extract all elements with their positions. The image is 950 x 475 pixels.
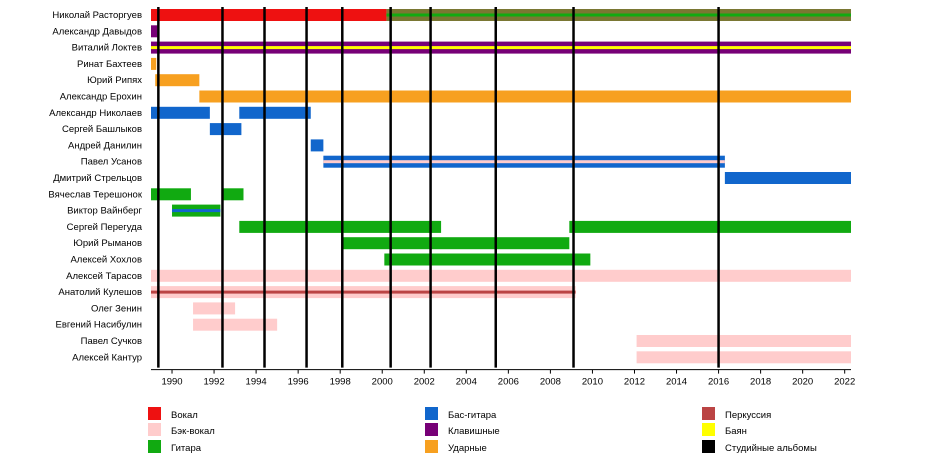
member-bar-drums: [151, 57, 157, 70]
x-tick-label: 2008: [540, 377, 561, 388]
member-bar-bass: [239, 106, 311, 119]
member-label: Николай Расторгуев: [52, 10, 142, 21]
legend-label-backvocal: Бэк-вокал: [171, 426, 215, 437]
member-label: Евгений Насибулин: [56, 320, 143, 331]
member-bar-keys: [151, 25, 158, 38]
legend-label-guitar: Гитара: [171, 443, 202, 454]
member-bar-overlay-backvocal: [323, 160, 725, 164]
legend-swatch-albums: [702, 440, 715, 453]
legend-swatch-bass: [425, 407, 438, 420]
member-label: Виталий Локтев: [72, 43, 142, 54]
x-tick-label: 1992: [203, 377, 224, 388]
legend-label-percussion: Перкуссия: [725, 410, 771, 421]
member-bar-bass: [209, 123, 242, 136]
member-label: Алексей Тарасов: [66, 271, 142, 282]
member-bar-bass: [724, 172, 851, 184]
member-label: Александр Ерохин: [60, 92, 142, 103]
member-bar-guitar: [151, 188, 191, 201]
x-tick-label: 2000: [372, 377, 393, 388]
member-label: Алексей Кантур: [72, 352, 142, 363]
legend-swatch-keys: [425, 423, 438, 436]
member-bar-overlay-bass: [172, 209, 221, 213]
x-tick-label: 2014: [666, 377, 687, 388]
member-bar-guitar: [342, 237, 570, 250]
bars-layer: [151, 9, 852, 364]
member-bar-backvocal: [636, 351, 851, 364]
x-tick-label: 2004: [456, 377, 477, 388]
x-tick-label: 2016: [708, 377, 729, 388]
member-label: Олег Зенин: [91, 303, 142, 314]
member-label: Сергей Башлыков: [62, 124, 142, 135]
member-bar-vocal: [151, 9, 387, 21]
x-tick-label: 1998: [330, 377, 351, 388]
member-label: Виктор Вайнберг: [67, 206, 142, 217]
legend-label-bass: Бас-гитара: [448, 410, 497, 421]
legend-label-keys: Клавишные: [448, 426, 500, 437]
x-tick-label: 2022: [834, 377, 855, 388]
member-label: Андрей Данилин: [68, 140, 142, 151]
member-label: Сергей Перегуда: [67, 222, 143, 233]
member-label: Юрий Рипях: [87, 75, 142, 86]
member-bar-backvocal: [636, 335, 851, 347]
member-bar-bass: [151, 106, 210, 119]
member-label: Вячеслав Терешонок: [48, 189, 142, 200]
x-tick-label: 1990: [161, 377, 182, 388]
member-label: Павел Усанов: [81, 157, 142, 168]
legend-swatch-bayan: [702, 423, 715, 436]
x-axis: 1990 1992 1994 1996 1998 2000 2002 2004 2006 2008…: [151, 369, 855, 388]
member-label: Юрий Рыманов: [73, 238, 142, 249]
member-label: Дмитрий Стрельцов: [53, 173, 142, 184]
member-bar-backvocal: [151, 269, 851, 282]
member-label: Алексей Хохлов: [70, 255, 142, 266]
legend-swatch-vocal: [148, 407, 161, 420]
member-bar-bass: [310, 139, 324, 152]
member-bar-guitar: [569, 220, 851, 233]
x-tick-label: 2012: [624, 377, 645, 388]
x-tick-label: 2018: [750, 377, 771, 388]
x-tick-label: 2010: [582, 377, 603, 388]
x-tick-label: 1996: [288, 377, 309, 388]
legend-label-vocal: Вокал: [171, 410, 198, 421]
x-tick-label: 1994: [246, 377, 267, 388]
legend-swatch-guitar: [148, 440, 161, 453]
album-lines-layer: [157, 7, 720, 368]
legend-swatch-drums: [425, 440, 438, 453]
member-bar-drums: [155, 74, 200, 87]
member-bar-overlay-bayan: [151, 46, 851, 50]
legend-label-albums: Студийные альбомы: [725, 443, 817, 454]
member-label: Александр Давыдов: [52, 26, 142, 37]
legend-swatch-percussion: [702, 407, 715, 420]
member-bar-backvocal: [193, 302, 236, 315]
legend-label-bayan: Баян: [725, 426, 747, 437]
member-bar-overlay-guitar: [386, 13, 851, 17]
member-bar-overlay-percussion: [151, 290, 576, 294]
member-bar-guitar: [222, 188, 244, 201]
x-tick-label: 2006: [498, 377, 519, 388]
member-label: Александр Николаев: [49, 108, 142, 119]
member-bar-backvocal: [193, 318, 278, 331]
legend: Вокал Бэк-вокал Гитара Бас-гитара Клавишные У…: [148, 407, 817, 454]
legend-swatch-backvocal: [148, 423, 161, 436]
member-bar-drums: [199, 90, 852, 103]
member-label: Анатолий Кулешов: [58, 287, 142, 298]
x-tick-label: 2020: [792, 377, 813, 388]
legend-label-drums: Ударные: [448, 443, 487, 454]
member-bar-guitar: [239, 220, 442, 233]
x-tick-label: 2002: [414, 377, 435, 388]
member-labels-layer: Николай Расторгуев Александр Давыдов Витал…: [48, 10, 142, 363]
member-label: Павел Сучков: [81, 336, 142, 347]
member-label: Ринат Бахтеев: [77, 59, 142, 70]
member-bar-guitar: [384, 253, 591, 266]
